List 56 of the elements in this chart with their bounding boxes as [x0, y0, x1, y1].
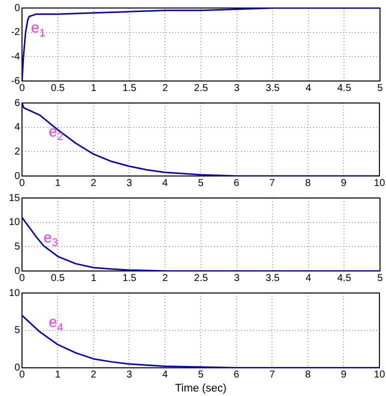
x-tick-label: 4	[162, 370, 168, 381]
x-tick-label: 7	[269, 178, 276, 189]
x-tick-label: 3.5	[266, 82, 280, 94]
y-tick-label: 0	[14, 2, 20, 14]
x-tick-label: 2.5	[194, 272, 208, 284]
x-tick-label: 9	[340, 370, 347, 381]
x-tick-label: 1.5	[122, 272, 137, 284]
x-tick-label: 6	[234, 370, 240, 381]
x-tick-label: 4	[306, 272, 312, 284]
y-tick-label: -2	[11, 27, 20, 38]
x-tick-label: 5	[198, 370, 204, 381]
x-tick-label: 10	[374, 178, 386, 189]
y-tick-label: 0	[14, 362, 20, 374]
x-tick-label: 2	[90, 370, 97, 381]
x-tick-label: 9	[340, 178, 347, 189]
x-tick-label: 4.5	[337, 82, 352, 94]
x-tick-label: 5	[377, 272, 384, 284]
x-tick-label: 1	[54, 370, 61, 381]
x-tick-label: 4	[162, 178, 168, 189]
x-tick-label: 2	[162, 272, 168, 284]
x-tick-label: 0.5	[50, 82, 66, 94]
x-tick-label: 2.5	[194, 82, 208, 94]
y-tick-label: 5	[14, 241, 20, 252]
x-tick-label: 3	[126, 178, 132, 189]
y-tick-label: 5	[14, 325, 20, 336]
x-tick-label: 1	[90, 82, 97, 94]
x-tick-label: 5	[377, 82, 384, 94]
y-tick-label: 10	[8, 217, 20, 228]
y-tick-label: 0	[14, 266, 20, 277]
x-tick-label: 1	[54, 178, 61, 189]
x-tick-label: 0.5	[50, 272, 66, 284]
x-tick-label: 1	[90, 272, 97, 284]
x-tick-label: 8	[305, 178, 312, 189]
x-tick-label: 5	[198, 178, 204, 189]
y-tick-label: 6	[14, 98, 20, 109]
x-tick-label: 3	[126, 370, 132, 381]
x-tick-label: 3	[234, 82, 240, 94]
x-tick-label: 8	[305, 370, 312, 381]
x-tick-label: 1.5	[122, 82, 137, 94]
x-tick-label: 6	[234, 178, 240, 189]
x-axis-title: Time (sec)	[174, 382, 226, 394]
y-tick-label: -4	[11, 51, 20, 62]
x-tick-label: 3	[234, 272, 240, 284]
y-tick-label: 4	[14, 122, 20, 134]
x-tick-label: 2	[162, 82, 168, 94]
y-tick-label: 0	[14, 170, 20, 182]
y-tick-label: -6	[11, 76, 20, 87]
y-tick-label: 10	[8, 288, 20, 299]
y-tick-label: 2	[14, 146, 20, 158]
x-tick-label: 2	[90, 178, 97, 189]
x-tick-label: 7	[269, 370, 276, 381]
x-tick-label: 4	[306, 82, 312, 94]
y-tick-label: 15	[8, 192, 20, 204]
x-tick-label: 4.5	[337, 272, 352, 284]
x-tick-label: 3.5	[266, 272, 280, 284]
x-tick-label: 10	[374, 370, 386, 381]
